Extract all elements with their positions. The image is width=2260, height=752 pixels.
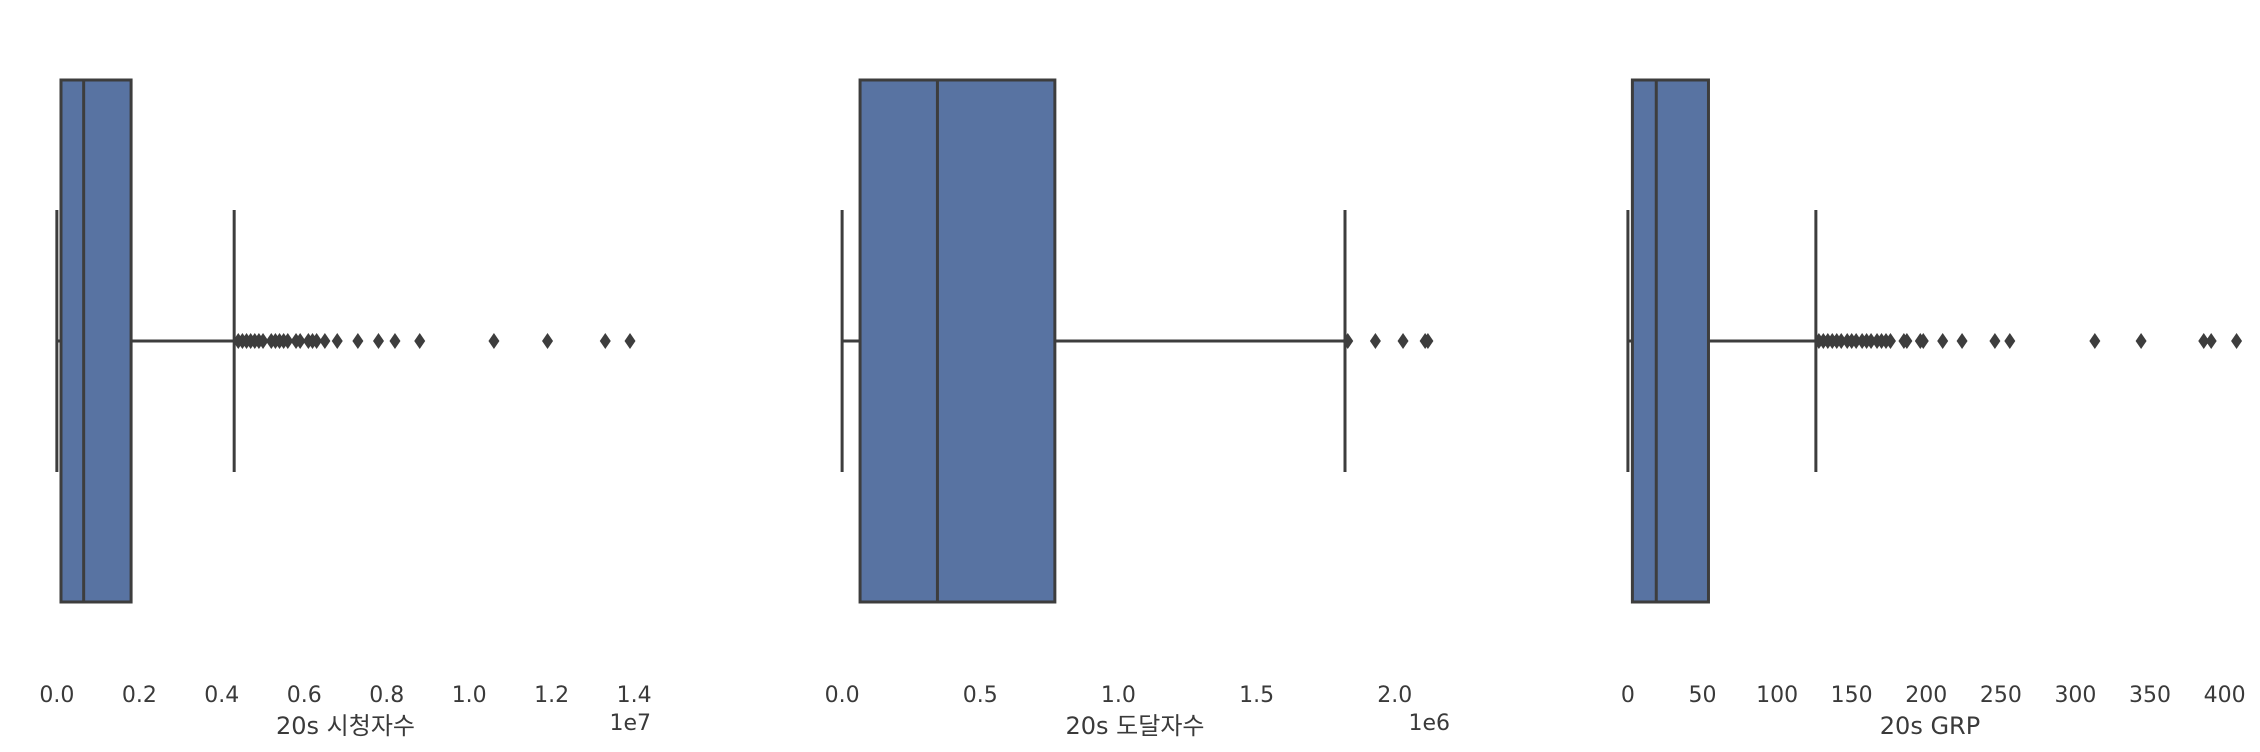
outlier-point bbox=[311, 333, 323, 349]
x-tick-label: 1.4 bbox=[617, 683, 652, 708]
x-tick-label: 1.0 bbox=[452, 683, 487, 708]
outlier-point bbox=[257, 333, 269, 349]
x-tick-label: 0.0 bbox=[39, 683, 74, 708]
x-tick-label: 0.8 bbox=[369, 683, 404, 708]
outlier-point bbox=[542, 333, 554, 349]
outlier-point bbox=[1369, 333, 1381, 349]
outlier-point bbox=[282, 333, 294, 349]
outlier-point bbox=[2135, 333, 2147, 349]
x-tick-label: 1.2 bbox=[534, 683, 569, 708]
outlier-point bbox=[1937, 333, 1949, 349]
x-tick-label: 300 bbox=[2054, 683, 2096, 708]
iqr-box bbox=[858, 78, 1057, 604]
iqr-box bbox=[1630, 78, 1710, 604]
x-tick-label: 0.2 bbox=[122, 683, 157, 708]
outlier-point bbox=[2089, 333, 2101, 349]
x-tick-label: 2.0 bbox=[1377, 683, 1412, 708]
outlier-point bbox=[1865, 333, 1877, 349]
outlier-point bbox=[2198, 333, 2210, 349]
x-tick-label: 200 bbox=[1905, 683, 1947, 708]
outlier-point bbox=[1397, 333, 1409, 349]
x-tick-label: 0.0 bbox=[825, 683, 860, 708]
boxplot-panel-grp: 20s GRP 0 50 100 150 200 250 300 350 400 bbox=[1621, 78, 2246, 740]
outlier-point bbox=[1835, 333, 1847, 349]
x-tick-label: 0.6 bbox=[287, 683, 322, 708]
boxplot-panel-reach: 20s 도달자수 1e6 0.0 0.5 1.0 1.5 2.0 bbox=[825, 78, 1450, 740]
outlier-point bbox=[1901, 333, 1913, 349]
x-tick-label: 400 bbox=[2204, 683, 2246, 708]
outlier-point bbox=[1850, 333, 1862, 349]
x-tick-label: 250 bbox=[1980, 683, 2022, 708]
outlier-point bbox=[2004, 333, 2016, 349]
outlier-point bbox=[352, 333, 364, 349]
outlier-point bbox=[331, 333, 343, 349]
outlier-point bbox=[488, 333, 500, 349]
outlier-point bbox=[1956, 333, 1968, 349]
x-axis-label: 20s 도달자수 bbox=[1066, 712, 1205, 740]
x-tick-label: 50 bbox=[1689, 683, 1717, 708]
outlier-point bbox=[1422, 333, 1434, 349]
x-tick-label: 1.5 bbox=[1239, 683, 1274, 708]
outlier-point bbox=[294, 333, 306, 349]
outlier-point bbox=[372, 333, 384, 349]
outlier-point bbox=[624, 333, 636, 349]
outlier-point bbox=[599, 333, 611, 349]
axis-offset-label: 1e7 bbox=[609, 711, 651, 736]
x-tick-label: 350 bbox=[2129, 683, 2171, 708]
x-tick-label: 100 bbox=[1756, 683, 1798, 708]
boxplot-panel-viewers: 20s 시청자수 1e7 0.0 0.2 0.4 0.6 0.8 1.0 1.2 1.4 bbox=[39, 78, 652, 740]
axis-offset-label: 1e6 bbox=[1408, 711, 1450, 736]
outlier-point bbox=[2205, 333, 2217, 349]
x-tick-label: 1.0 bbox=[1101, 683, 1136, 708]
x-tick-label: 0 bbox=[1621, 683, 1635, 708]
outlier-point bbox=[1989, 333, 2001, 349]
x-tick-label: 0.5 bbox=[963, 683, 998, 708]
x-tick-label: 0.4 bbox=[204, 683, 239, 708]
outlier-point bbox=[414, 333, 426, 349]
x-axis-label: 20s 시청자수 bbox=[276, 712, 415, 740]
outlier-point bbox=[1884, 333, 1896, 349]
outlier-point bbox=[2231, 333, 2243, 349]
x-tick-label: 150 bbox=[1831, 683, 1873, 708]
outlier-point bbox=[319, 333, 331, 349]
outlier-point bbox=[1342, 333, 1354, 349]
iqr-box bbox=[59, 78, 133, 604]
outlier-point bbox=[1917, 333, 1929, 349]
outlier-point bbox=[389, 333, 401, 349]
x-axis-label: 20s GRP bbox=[1880, 712, 1980, 740]
